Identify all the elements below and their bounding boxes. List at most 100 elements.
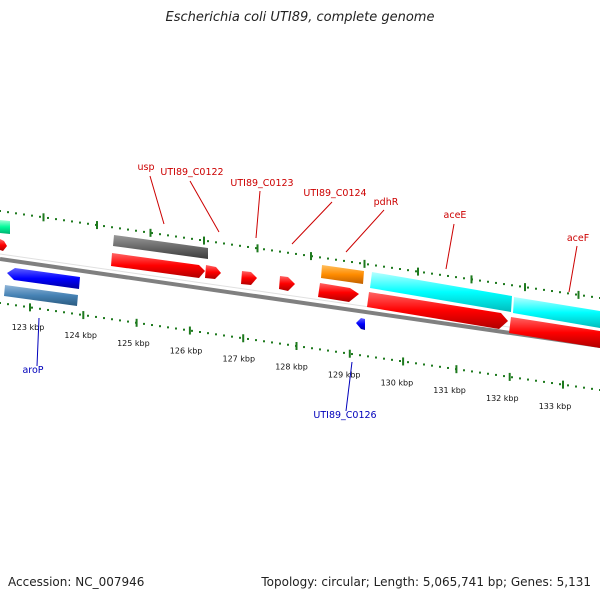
- ring-dot-top: [239, 244, 241, 247]
- ring-dot-top: [527, 286, 529, 289]
- ring-dot-bottom: [47, 308, 49, 311]
- ring-dot-top: [23, 213, 25, 216]
- ring-dot-bottom: [199, 331, 201, 333]
- ring-dot-bottom: [95, 315, 97, 318]
- ring-dot-bottom: [495, 373, 497, 376]
- ring-dot-top: [351, 261, 353, 264]
- ring-dot-top: [31, 214, 33, 217]
- accession-text: Accession: NC_007946: [8, 575, 145, 589]
- ring-dot-bottom: [247, 337, 249, 340]
- feature-label-uti89_c0124: UTI89_C0124: [303, 188, 366, 199]
- ring-dot-top: [407, 269, 409, 272]
- ring-dot-bottom: [23, 305, 25, 308]
- ring-dot-bottom: [479, 371, 481, 374]
- callout-line-uti89_c0123: [255, 190, 261, 239]
- ring-dot-top: [367, 263, 369, 266]
- ring-dot-bottom: [423, 363, 425, 366]
- forward-strand-features: [0, 220, 600, 348]
- ring-dot-top: [551, 290, 553, 293]
- genome-stats-text: Topology: circular; Length: 5,065,741 bp…: [261, 575, 591, 589]
- ring-dot-bottom: [191, 329, 193, 332]
- ring-dot-bottom: [591, 387, 593, 390]
- feature-cds-left: [0, 239, 7, 251]
- ring-dot-top: [183, 236, 185, 239]
- ring-dot-bottom: [127, 320, 129, 323]
- tick-label: 133 kbp: [539, 402, 572, 411]
- feature-label-arop: aroP: [22, 365, 43, 376]
- tick-label: 130 kbp: [381, 378, 414, 387]
- ring-dot-bottom: [319, 348, 321, 351]
- ring-dot-top: [559, 291, 561, 294]
- ring-dot-top: [303, 254, 305, 257]
- feature-cds-c0122: [205, 265, 221, 279]
- ring-dot-top: [207, 240, 209, 243]
- ring-dot-top: [415, 270, 417, 273]
- ring-dot-top: [375, 264, 377, 267]
- ring-dot-bottom: [55, 310, 57, 313]
- tick-label: 125 kbp: [117, 339, 150, 348]
- ring-dot-top: [295, 252, 297, 255]
- ring-dot-top: [143, 230, 145, 233]
- ring-dot-top: [79, 221, 81, 224]
- ring-dot-top: [231, 243, 233, 246]
- ring-dot-top: [319, 256, 321, 259]
- scale-ticks: [29, 213, 580, 389]
- ring-dot-bottom: [511, 376, 513, 379]
- ring-dot-bottom: [471, 370, 473, 373]
- ring-dot-bottom: [151, 324, 153, 327]
- ring-dot-top: [111, 226, 113, 229]
- ring-dot-bottom: [447, 366, 449, 369]
- reverse-strand-features: [4, 268, 365, 330]
- ring-dot-bottom: [439, 365, 441, 368]
- ring-dot-top: [503, 283, 505, 286]
- ring-dot-bottom: [343, 351, 345, 354]
- ring-dot-bottom: [519, 377, 521, 380]
- ring-dot-top: [519, 285, 521, 288]
- ring-dot-bottom: [263, 340, 265, 343]
- ring-dot-bottom: [375, 356, 377, 359]
- ring-dot-top: [255, 247, 257, 250]
- ring-dot-top: [151, 232, 153, 235]
- ring-dot-top: [447, 274, 449, 277]
- ring-dot-bottom: [287, 343, 289, 346]
- ring-dot-top: [247, 245, 249, 248]
- feature-cds-usp: [111, 253, 205, 278]
- ring-dot-bottom: [391, 358, 393, 361]
- feature-highlight-acee: [370, 272, 512, 312]
- ring-dot-top: [399, 268, 401, 270]
- tick-label: 126 kbp: [170, 347, 203, 356]
- ring-dot-top: [175, 235, 177, 238]
- ring-dot-top: [335, 258, 337, 261]
- ring-dot-top: [583, 294, 585, 297]
- ring-dot-bottom: [239, 336, 241, 339]
- feature-label-usp: usp: [137, 162, 154, 173]
- map-title: Escherichia coli UTI89, complete genome: [165, 10, 435, 25]
- ring-dot-top: [463, 277, 465, 280]
- ring-dot-top: [391, 266, 393, 269]
- ring-dot-bottom: [231, 335, 233, 338]
- ring-dot-bottom: [183, 328, 185, 331]
- callout-line-acee: [445, 223, 455, 270]
- ring-dot-top: [167, 234, 169, 237]
- ring-dot-bottom: [503, 375, 505, 378]
- ring-dot-top: [55, 218, 57, 221]
- ring-dot-bottom: [383, 357, 385, 360]
- feature-cds-c0124: [279, 276, 295, 291]
- tick-label: 131 kbp: [433, 386, 466, 395]
- callout-line-pdhr: [345, 209, 385, 253]
- ring-dot-top: [47, 216, 49, 219]
- ring-dot-bottom: [143, 322, 145, 325]
- tick-label: 124 kbp: [64, 331, 97, 340]
- feature-cds-c0123: [241, 271, 257, 285]
- ring-dot-top: [575, 293, 577, 296]
- ring-dot-bottom: [487, 372, 489, 375]
- ring-dot-bottom: [159, 325, 161, 328]
- feature-labels: 123 kbp 124 kbp 125 kbp 126 kbp 127 kbp 128 k…: [12, 162, 589, 421]
- feature-label-acee: aceE: [444, 210, 467, 221]
- ring-dot-top: [535, 287, 537, 290]
- ring-dot-top: [479, 279, 481, 282]
- ring-dot-bottom: [207, 332, 209, 335]
- ring-dot-top: [487, 280, 489, 283]
- feature-cds-pdhr: [318, 283, 359, 302]
- callout-line-usp: [149, 175, 165, 225]
